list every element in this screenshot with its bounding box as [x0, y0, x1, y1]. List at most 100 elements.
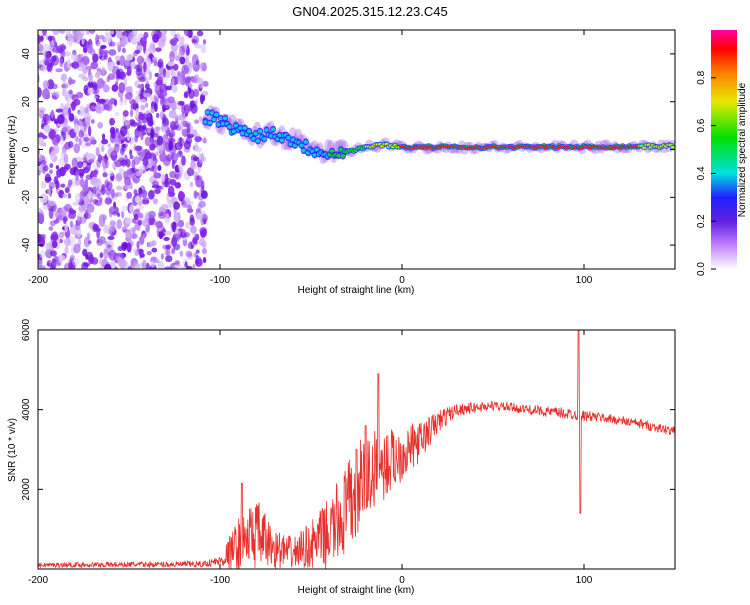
noise-blob: [107, 170, 114, 177]
noise-blob: [51, 231, 59, 241]
noise-blob: [157, 164, 162, 172]
noise-blob: [147, 127, 151, 134]
noise-blob: [171, 248, 176, 254]
band-green: [336, 154, 342, 158]
noise-blob: [73, 143, 81, 154]
y-tick-label: 2000: [21, 478, 32, 501]
noise-blob: [186, 133, 195, 139]
x-tick-label: 100: [576, 575, 593, 586]
noise-blob: [65, 94, 71, 104]
colorbar: 0.0 0.2 0.4 0.6 0.8 Normalized spectral ampl…: [696, 30, 748, 276]
noise-blob: [156, 30, 161, 36]
noise-blob: [52, 136, 57, 145]
noise-blob: [86, 232, 91, 239]
noise-blob: [158, 144, 164, 155]
noise-blob: [129, 108, 134, 118]
noise-blob: [172, 221, 177, 233]
band-cyan: [264, 128, 269, 132]
noise-blob: [200, 43, 207, 54]
y-tick-label: 40: [21, 48, 32, 60]
noise-blob: [181, 103, 186, 115]
noise-blob: [50, 83, 58, 90]
noise-blob: [170, 102, 176, 110]
noise-blob: [80, 120, 85, 127]
noise-blob: [200, 90, 209, 97]
noise-blob: [160, 253, 164, 260]
noise-blob: [167, 60, 175, 67]
noise-blob: [134, 134, 138, 143]
noise-blob: [126, 242, 132, 253]
noise-blob: [179, 36, 185, 45]
snr-y-ticks: 2000 4000 6000: [21, 318, 675, 500]
noise-blob: [104, 263, 112, 269]
band-cyan: [314, 147, 320, 152]
noise-blob: [115, 69, 121, 80]
noise-blob: [106, 239, 114, 250]
noise-blob: [183, 30, 192, 37]
noise-blob: [62, 193, 68, 199]
noise-blob: [101, 184, 106, 196]
noise-blob: [96, 193, 101, 200]
noise-blob: [60, 73, 67, 82]
noise-blob: [55, 108, 64, 113]
band-cyan: [216, 122, 221, 127]
noise-blob: [174, 264, 182, 269]
noise-blob: [145, 67, 151, 75]
colorbar-tick-label: 0.4: [696, 166, 707, 180]
noise-blob: [118, 82, 126, 94]
noise-blob: [71, 101, 76, 111]
noise-blob: [85, 64, 89, 73]
noise-blob: [129, 154, 134, 160]
noise-blob: [125, 158, 131, 168]
noise-blob: [138, 76, 146, 83]
noise-blob: [137, 114, 146, 121]
noise-blob: [95, 146, 100, 157]
noise-blob: [95, 70, 102, 76]
noise-blob: [152, 56, 158, 61]
noise-blob: [137, 205, 144, 210]
noise-blob: [192, 156, 200, 162]
noise-blob: [68, 76, 73, 86]
noise-blob: [191, 54, 199, 66]
noise-blob: [71, 94, 78, 102]
figure-title: GN04.2025.315.12.23.C45: [292, 4, 447, 19]
noise-blob: [157, 61, 163, 68]
noise-blob: [91, 119, 95, 124]
noise-blob: [189, 225, 197, 234]
noise-blob: [146, 250, 152, 256]
noise-blob: [115, 185, 123, 191]
band-cyan: [220, 121, 226, 126]
noise-blob: [126, 168, 134, 176]
noise-blob: [88, 30, 96, 34]
noise-blob: [194, 147, 202, 152]
noise-blob: [82, 56, 90, 66]
noise-blob: [85, 30, 90, 35]
noise-blob: [85, 174, 93, 180]
noise-blob: [186, 200, 194, 205]
noise-blob: [156, 89, 161, 97]
noise-blob: [94, 105, 102, 111]
noise-blob: [61, 127, 68, 133]
noise-blob: [90, 61, 99, 70]
noise-blob: [146, 57, 152, 69]
noise-blob: [191, 39, 198, 44]
noise-blob: [46, 262, 53, 267]
x-tick-label: -200: [28, 575, 48, 586]
noise-blob: [103, 224, 108, 234]
noise-blob: [191, 76, 197, 84]
noise-blob: [78, 137, 82, 146]
noise-blob: [186, 75, 192, 81]
noise-blob: [59, 43, 66, 51]
noise-blob: [51, 258, 57, 269]
noise-blob: [189, 125, 194, 135]
noise-blob: [103, 53, 108, 60]
colorbar-tick-label: 0.8: [696, 70, 707, 84]
noise-blob: [57, 214, 65, 221]
noise-blob: [88, 158, 95, 164]
noise-blob: [169, 132, 174, 140]
noise-blob: [69, 254, 75, 261]
noise-blob: [95, 34, 100, 45]
band-green: [329, 149, 335, 153]
noise-blob: [78, 204, 86, 213]
